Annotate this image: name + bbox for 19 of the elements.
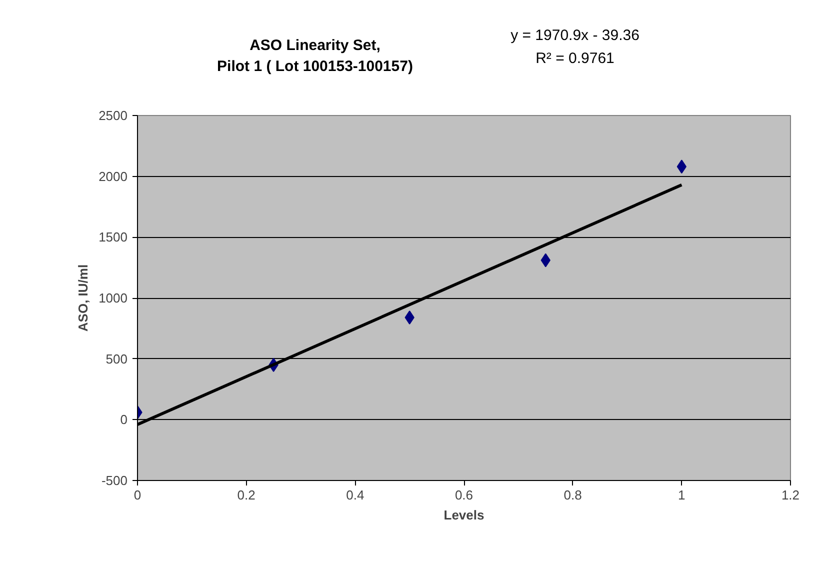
chart-title: ASO Linearity Set, Pilot 1 ( Lot 100153-100157) [217,36,413,77]
y-tick-label: 0 [120,412,128,428]
y-tick-label: 2000 [98,168,128,184]
x-tick-label: 1 [678,488,686,502]
y-tick-label: 1000 [98,290,128,306]
y-tick-label: 1500 [98,230,128,245]
x-axis-title: Levels [444,508,484,522]
x-tick-label: 0.6 [454,488,474,502]
x-tick-label: 0.8 [564,488,582,502]
x-tick-label: 0 [134,488,142,502]
text: R² = 0.9761 [536,50,614,66]
text: y = 1970.9x - 39.36 [510,27,640,44]
y-tick-label: -500 [101,473,128,488]
x-tick-label: 1.2 [781,488,800,502]
y-tick-label: 500 [106,351,128,366]
y-axis-title: ASO, IU/ml [76,264,91,332]
y-tick-label: 2500 [98,108,128,123]
x-tick-label: 0.2 [237,488,256,502]
x-tick-label: 0.4 [346,488,364,502]
